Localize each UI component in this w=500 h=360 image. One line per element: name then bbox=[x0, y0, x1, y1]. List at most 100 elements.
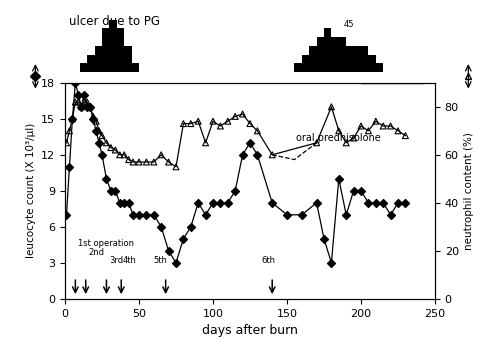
Point bbox=[328, 104, 336, 110]
Point bbox=[68, 116, 76, 122]
Point bbox=[209, 200, 217, 206]
Point bbox=[78, 104, 86, 110]
Point bbox=[95, 128, 103, 134]
Point bbox=[231, 188, 239, 194]
Point bbox=[89, 116, 97, 122]
Point bbox=[129, 159, 137, 165]
Point bbox=[402, 133, 409, 139]
Bar bbox=[324, 28, 332, 72]
Point bbox=[246, 140, 254, 146]
Point bbox=[72, 99, 80, 105]
Point bbox=[216, 123, 224, 129]
Point bbox=[107, 188, 115, 194]
Text: 5th: 5th bbox=[154, 256, 168, 265]
Point bbox=[68, 116, 76, 122]
Point bbox=[246, 121, 254, 126]
Point bbox=[328, 260, 336, 266]
Point bbox=[268, 152, 276, 158]
Point bbox=[172, 260, 180, 266]
Point bbox=[187, 224, 195, 230]
Point bbox=[335, 176, 343, 182]
Point bbox=[120, 200, 128, 206]
Bar bbox=[117, 28, 124, 72]
Point bbox=[74, 92, 82, 98]
X-axis label: days after burn: days after burn bbox=[202, 324, 298, 337]
Bar bbox=[316, 37, 324, 72]
Point bbox=[80, 99, 88, 105]
Bar bbox=[88, 54, 94, 72]
Point bbox=[72, 80, 80, 86]
Point bbox=[129, 212, 137, 218]
Bar bbox=[354, 46, 361, 72]
Bar bbox=[294, 63, 302, 72]
Point bbox=[78, 104, 86, 110]
Text: 6th: 6th bbox=[262, 256, 276, 265]
Point bbox=[372, 200, 380, 206]
Point bbox=[202, 140, 209, 146]
Bar bbox=[346, 46, 354, 72]
Bar bbox=[310, 46, 316, 72]
Text: 40: 40 bbox=[366, 56, 376, 65]
Point bbox=[116, 200, 124, 206]
Point bbox=[157, 152, 165, 158]
Point bbox=[194, 200, 202, 206]
Bar bbox=[110, 19, 116, 72]
Point bbox=[98, 133, 106, 139]
Point bbox=[312, 200, 320, 206]
Point bbox=[386, 123, 394, 129]
Bar bbox=[132, 63, 139, 72]
Text: 2nd: 2nd bbox=[88, 248, 104, 257]
Point bbox=[102, 140, 110, 146]
Point bbox=[142, 159, 150, 165]
Point bbox=[254, 128, 262, 134]
Bar bbox=[376, 63, 383, 72]
Bar bbox=[124, 46, 132, 72]
Point bbox=[62, 212, 70, 218]
Text: 3rd: 3rd bbox=[110, 256, 124, 265]
Point bbox=[342, 140, 350, 146]
Bar bbox=[339, 37, 346, 72]
Point bbox=[402, 200, 409, 206]
Bar bbox=[302, 54, 309, 72]
Text: ulcer due to PG: ulcer due to PG bbox=[70, 15, 160, 28]
Point bbox=[98, 152, 106, 158]
Bar bbox=[80, 63, 87, 72]
Point bbox=[386, 212, 394, 218]
Point bbox=[180, 121, 188, 126]
Point bbox=[364, 128, 372, 134]
Point bbox=[102, 176, 110, 182]
Point bbox=[112, 188, 120, 194]
Point bbox=[124, 200, 132, 206]
Point bbox=[80, 92, 88, 98]
Point bbox=[209, 118, 217, 124]
Point bbox=[62, 140, 70, 146]
Point bbox=[224, 118, 232, 124]
Point bbox=[172, 164, 180, 170]
Point bbox=[298, 212, 306, 218]
Point bbox=[74, 99, 82, 105]
Point bbox=[379, 200, 387, 206]
Point bbox=[357, 123, 365, 129]
Y-axis label: neutrophil content (%): neutrophil content (%) bbox=[464, 132, 474, 250]
Point bbox=[135, 159, 143, 165]
Point bbox=[92, 128, 100, 134]
Point bbox=[124, 157, 132, 162]
Point bbox=[164, 248, 172, 254]
Point bbox=[224, 200, 232, 206]
Point bbox=[187, 121, 195, 126]
Point bbox=[150, 159, 158, 165]
Point bbox=[89, 113, 97, 119]
Point bbox=[116, 152, 124, 158]
Point bbox=[66, 164, 74, 170]
Point bbox=[357, 188, 365, 194]
Point bbox=[202, 212, 209, 218]
Point bbox=[135, 212, 143, 218]
Point bbox=[112, 147, 120, 153]
Point bbox=[394, 200, 402, 206]
Point bbox=[335, 128, 343, 134]
Point bbox=[283, 212, 291, 218]
Point bbox=[238, 152, 246, 158]
Point bbox=[254, 152, 262, 158]
Point bbox=[107, 145, 115, 150]
Point bbox=[120, 152, 128, 158]
